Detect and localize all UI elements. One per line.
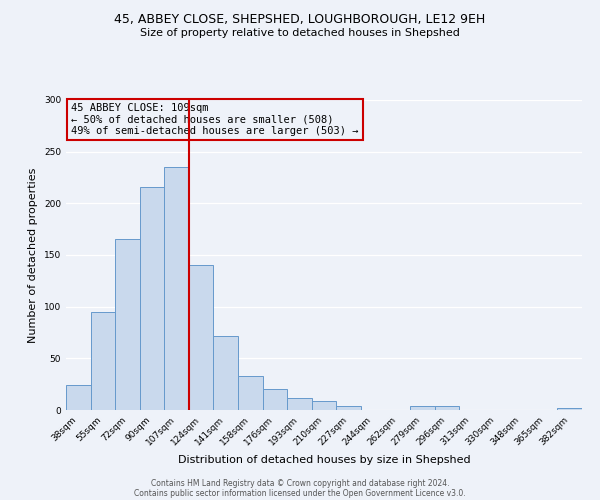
Text: Contains HM Land Registry data © Crown copyright and database right 2024.: Contains HM Land Registry data © Crown c… [151,478,449,488]
Text: 45 ABBEY CLOSE: 109sqm
← 50% of detached houses are smaller (508)
49% of semi-de: 45 ABBEY CLOSE: 109sqm ← 50% of detached… [71,103,359,136]
Bar [336,406,361,410]
X-axis label: Distribution of detached houses by size in Shepshed: Distribution of detached houses by size … [178,456,470,466]
Bar [140,187,164,410]
Text: 45, ABBEY CLOSE, SHEPSHED, LOUGHBOROUGH, LE12 9EH: 45, ABBEY CLOSE, SHEPSHED, LOUGHBOROUGH,… [115,12,485,26]
Bar [115,240,140,410]
Bar [66,385,91,410]
Bar [287,398,312,410]
Bar [189,266,214,410]
Text: Size of property relative to detached houses in Shepshed: Size of property relative to detached ho… [140,28,460,38]
Bar [214,336,238,410]
Bar [434,406,459,410]
Bar [238,376,263,410]
Bar [410,406,434,410]
Bar [312,400,336,410]
Bar [91,312,115,410]
Bar [164,167,189,410]
Bar [557,408,582,410]
Y-axis label: Number of detached properties: Number of detached properties [28,168,38,342]
Text: Contains public sector information licensed under the Open Government Licence v3: Contains public sector information licen… [134,488,466,498]
Bar [263,390,287,410]
